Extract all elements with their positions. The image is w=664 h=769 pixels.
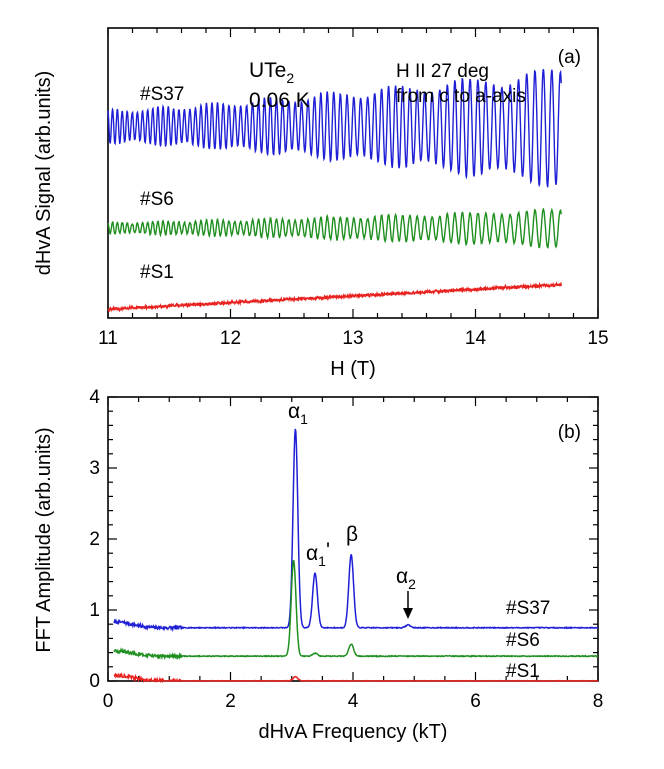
panel-a-xtick-label: 13	[342, 328, 363, 349]
panel-a-curves	[107, 69, 562, 313]
panel-b-xtick-label: 6	[470, 691, 481, 712]
alpha1-symbol: α	[288, 400, 300, 423]
alpha1p-subscript: 1	[318, 553, 326, 569]
panel-b-ytick-label: 3	[89, 458, 100, 479]
panel-b-xtick-label: 0	[103, 691, 114, 712]
alpha2-arrow-head	[403, 608, 413, 619]
compound-base: UTe	[249, 59, 286, 82]
panel-a-frame	[107, 27, 599, 319]
panel-b-series-line	[113, 428, 599, 633]
panel-a-ticks	[107, 28, 599, 318]
peak-label-alpha1-prime: α1'	[306, 539, 330, 569]
series-label-s37: #S37	[140, 84, 184, 105]
panel-a-series-line	[107, 281, 562, 313]
panel-b-ytick-label: 0	[89, 671, 100, 692]
peak-label-alpha2: α2	[396, 565, 416, 592]
alpha2-symbol: α	[396, 565, 408, 588]
alpha1p-symbol: α	[306, 542, 318, 565]
panel-b-xlabel: dHvA Frequency (kT)	[259, 721, 448, 743]
panel-a-xlabel: H (T)	[330, 358, 376, 380]
panel-a: 11 12 13 14 15 H (T) dHvA Signal (arb.un…	[33, 27, 609, 380]
panel-b-ytick-label: 2	[89, 529, 100, 550]
panel-a-series-line	[107, 207, 562, 249]
panel-a-series-line	[107, 69, 562, 188]
panel-a-xtick-label: 11	[98, 328, 118, 349]
panel-a-xtick-label: 12	[220, 328, 241, 349]
panel-b: 0 2 4 6 8 0 1 2 3 4 dHvA Frequency (kT) …	[33, 387, 603, 743]
panel-b-series-line	[113, 672, 599, 684]
fft-label-s37: #S37	[506, 598, 550, 619]
panel-a-label: (a)	[558, 47, 581, 68]
series-label-s6: #S6	[140, 189, 174, 210]
panel-a-xtick-label: 14	[465, 328, 487, 349]
series-label-s1: #S1	[140, 262, 174, 283]
panel-b-ylabel: FFT Amplitude (arb.units)	[33, 427, 55, 652]
panel-b-ytick-label: 4	[89, 387, 100, 408]
panel-b-xtick-label: 8	[593, 691, 604, 712]
panel-b-xtick-label: 4	[348, 691, 359, 712]
field-direction-line1: H II 27 deg	[396, 61, 489, 82]
compound-label: UTe2	[249, 59, 294, 86]
fft-label-s6: #S6	[506, 630, 540, 651]
fft-label-s1: #S1	[506, 661, 540, 682]
panel-a-ylabel: dHvA Signal (arb.units)	[33, 71, 55, 276]
compound-subscript: 2	[286, 70, 294, 86]
panel-a-xtick-label: 15	[587, 328, 608, 349]
alpha1p-prime-mark: '	[326, 539, 330, 562]
temperature-label: 0.06 K	[249, 89, 310, 112]
alpha2-subscript: 2	[408, 576, 416, 592]
alpha1-subscript: 1	[300, 411, 308, 427]
field-direction-line2: from c to a-axis	[396, 86, 526, 107]
panel-b-label: (b)	[558, 422, 581, 443]
panel-b-ytick-label: 1	[89, 600, 100, 621]
peak-label-beta: β	[346, 523, 358, 546]
peak-label-alpha1: α1	[288, 400, 308, 427]
panel-b-series-line	[113, 560, 599, 661]
panel-b-xtick-label: 2	[225, 691, 236, 712]
panel-b-curves	[113, 428, 599, 684]
